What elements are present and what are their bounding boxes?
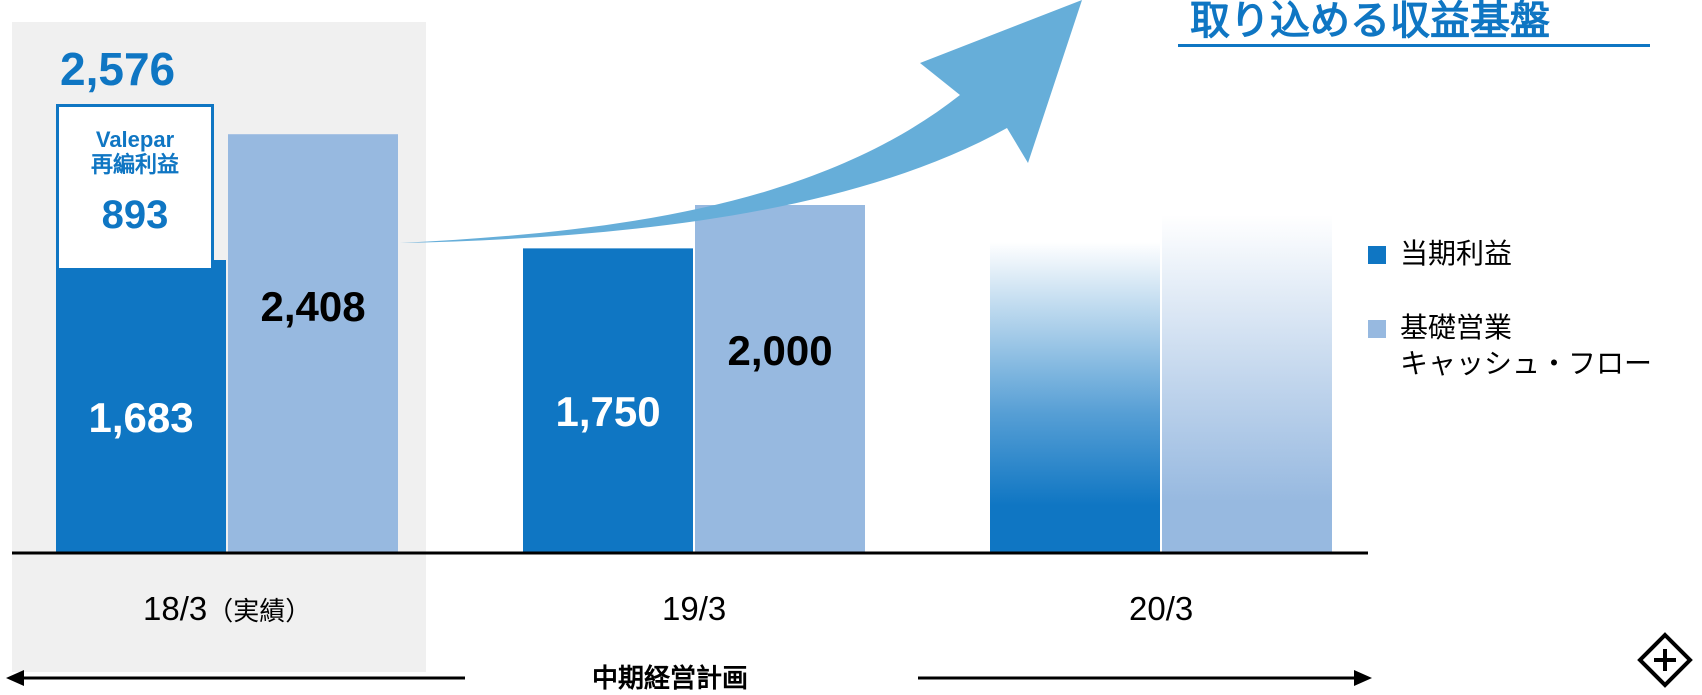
x-tick-label-2: 19/3	[662, 590, 726, 628]
legend-label-basic-cf: 基礎営業 キャッシュ・フロー	[1400, 310, 1652, 382]
corporate-logo	[1637, 632, 1693, 688]
bar-basic-cf-3	[1162, 215, 1332, 552]
x-tick-note: （実績）	[207, 597, 312, 627]
legend-swatch-net-income	[1368, 246, 1386, 264]
bar-label-net-income-1: 1,683	[88, 394, 194, 441]
bar-label-basic-cf-1: 2,408	[260, 282, 366, 330]
bar-basic-cf-2	[695, 205, 865, 552]
valepar-name: Valepar	[95, 127, 175, 152]
bar-net-income-1	[56, 260, 226, 552]
total-value-label: 2,576	[60, 43, 176, 95]
period-arrow-left-head	[6, 670, 24, 686]
mid-term-plan-label: 中期経営計画	[592, 664, 749, 694]
x-tick-main: 20/3	[1129, 590, 1194, 627]
valepar-value: 893	[101, 193, 169, 237]
legend-label-basic-cf-line1: 基礎営業	[1400, 311, 1513, 344]
bar-net-income-2	[523, 248, 693, 552]
period-arrow-right-head	[1354, 670, 1372, 686]
bar-net-income-3	[990, 242, 1160, 552]
legend-label-net-income: 当期利益	[1400, 237, 1513, 270]
growth-arrow	[400, 0, 1082, 243]
legend-swatch-basic-cf	[1368, 320, 1386, 338]
bar-label-basic-cf-2: 2,000	[727, 327, 833, 375]
headline: 取り込める収益基盤	[1190, 0, 1550, 44]
valepar-reorganization-box: Valepar 再編利益 893	[56, 104, 214, 271]
bars-layer	[56, 134, 1332, 553]
x-tick-main: 19/3	[662, 590, 727, 627]
x-tick-label-1: 18/3（実績）	[143, 590, 311, 628]
x-tick-main: 18/3	[143, 590, 208, 627]
valepar-subtitle: 再編利益	[90, 153, 179, 178]
x-tick-label-3: 20/3	[1129, 590, 1193, 628]
bar-basic-cf-1	[228, 134, 398, 553]
bar-label-net-income-2: 1,750	[555, 388, 661, 436]
legend-label-basic-cf-line2: キャッシュ・フロー	[1400, 347, 1653, 380]
headline-underline	[1178, 44, 1650, 47]
